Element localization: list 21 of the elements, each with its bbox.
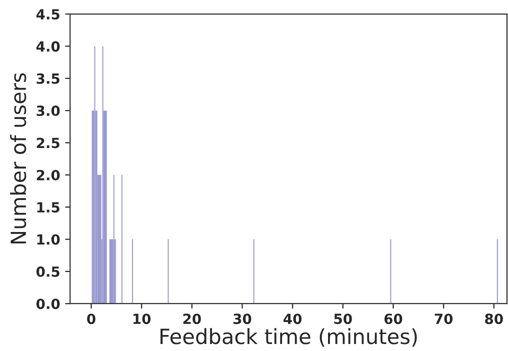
y-tick-label: 4.0 xyxy=(36,41,60,52)
y-tick-label: 3.0 xyxy=(36,106,60,116)
x-tick-label: 50 xyxy=(334,314,352,324)
y-tick-label: 3.5 xyxy=(36,73,60,84)
x-tick-label: 0 xyxy=(87,314,96,324)
y-tick-label: 4.5 xyxy=(36,9,60,20)
x-tick-label: 70 xyxy=(434,314,453,324)
x-tick-label: 80 xyxy=(485,314,503,324)
y-tick-label: 1.5 xyxy=(37,202,60,213)
y-tick-label: 0.5 xyxy=(36,266,60,277)
x-tick-label: 40 xyxy=(284,314,302,324)
y-tick-label: 1.0 xyxy=(37,234,60,245)
x-tick-label: 60 xyxy=(384,314,402,324)
x-axis-title: Feedback time (minutes) xyxy=(160,328,417,347)
y-axis-title: Number of users xyxy=(10,73,26,244)
x-tick-label: 20 xyxy=(183,314,201,324)
y-tick-label: 2.5 xyxy=(36,138,60,148)
x-tick-label: 10 xyxy=(133,314,151,324)
y-tick-label: 2.0 xyxy=(36,170,60,180)
y-tick-label: 0.0 xyxy=(36,298,60,310)
x-tick-label: 30 xyxy=(234,314,252,324)
